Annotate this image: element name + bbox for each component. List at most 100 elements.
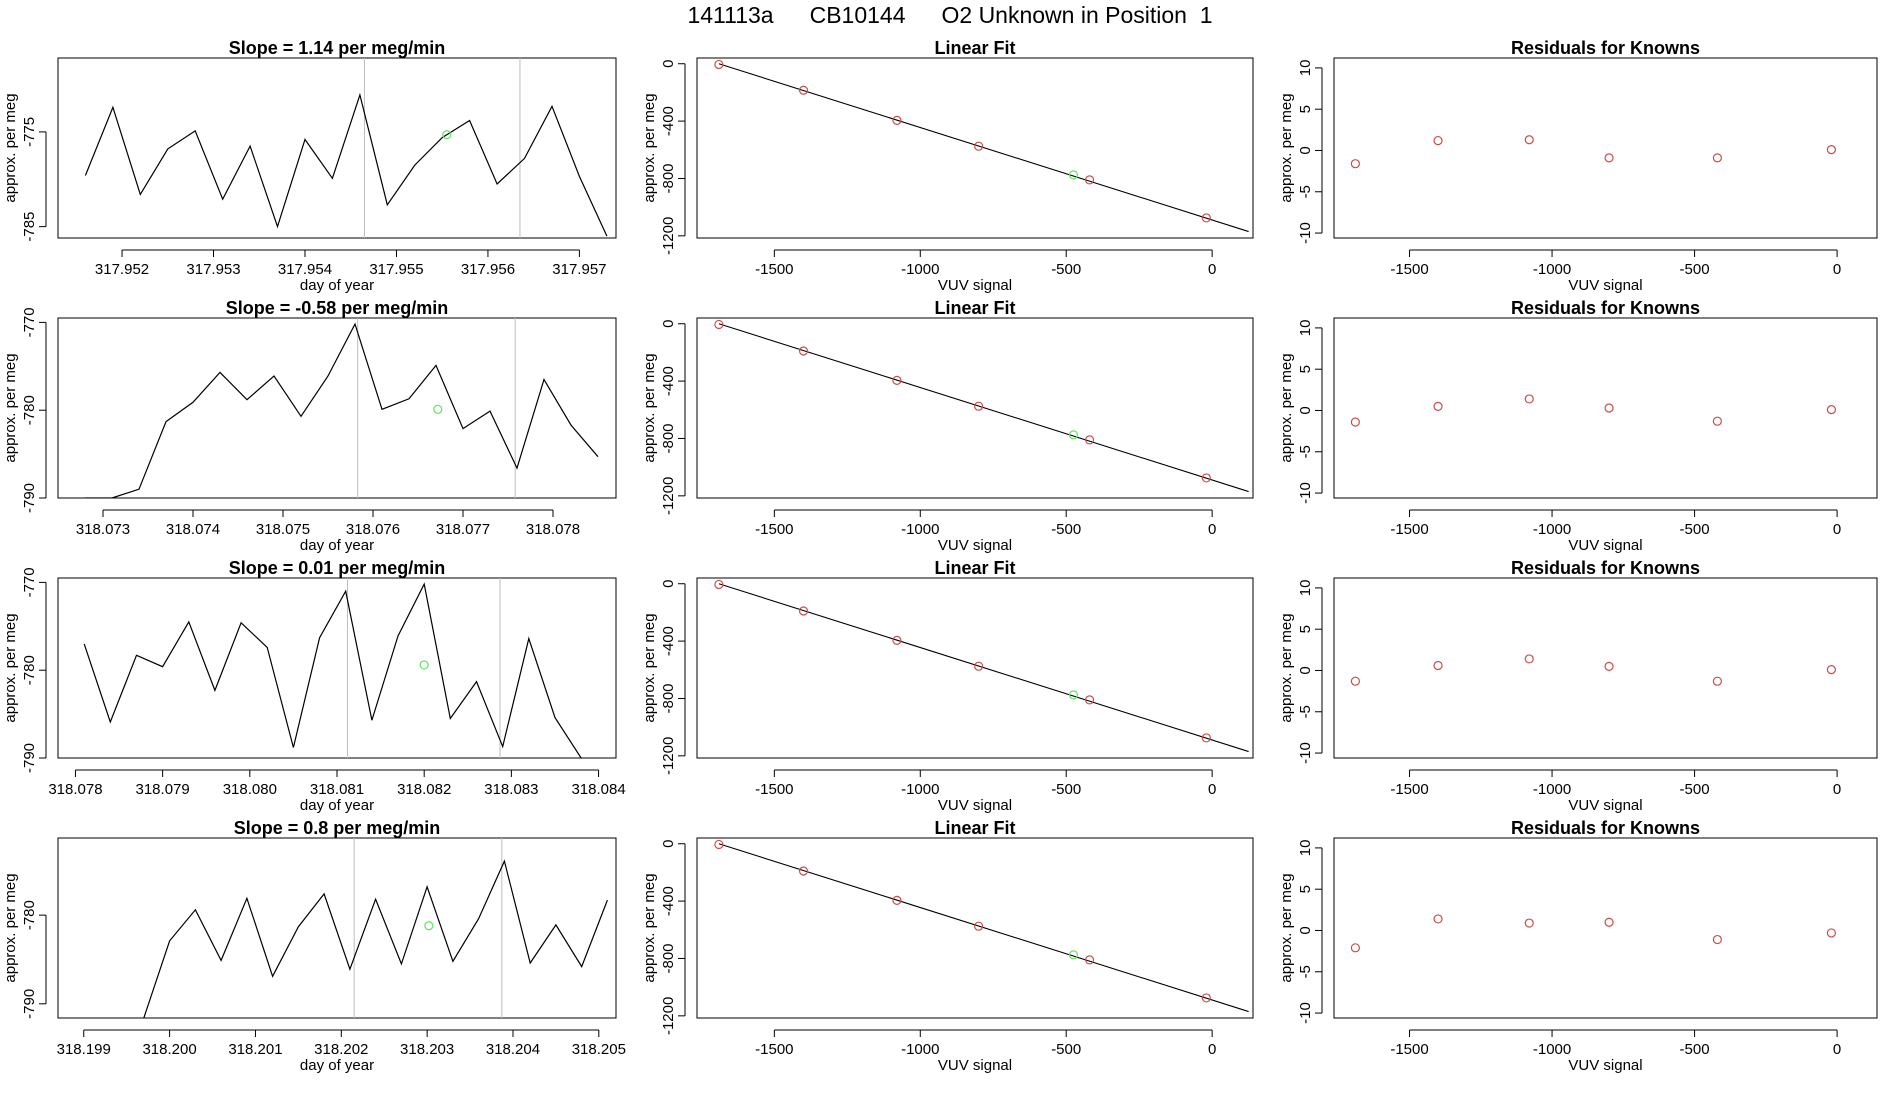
plot-frame	[57, 317, 617, 499]
chart-title: Slope = 0.8 per meg/min	[234, 818, 441, 838]
x-tick-label: -1500	[1390, 1041, 1428, 1058]
x-tick-label: 318.205	[572, 1041, 626, 1058]
y-tick-label: 10	[1297, 840, 1314, 857]
y-tick-label: -800	[660, 943, 677, 973]
residual-point	[1524, 135, 1534, 145]
y-tick-label: 10	[1297, 60, 1314, 77]
x-tick-label: 318.201	[228, 1041, 282, 1058]
plot-area	[1350, 914, 1836, 953]
known-point	[1201, 993, 1211, 1003]
y-tick-label: -1200	[660, 477, 677, 515]
y-tick-label: 5	[1297, 105, 1314, 113]
residual-point	[1350, 676, 1360, 686]
fit-line	[718, 323, 1249, 493]
run-id: 141113a	[687, 2, 774, 28]
plot-frame	[696, 837, 1254, 1019]
x-axis-label: day of year	[300, 1057, 374, 1074]
known-point	[1201, 473, 1211, 483]
plot-frame	[1333, 57, 1878, 239]
y-tick-label: -1200	[660, 217, 677, 255]
x-tick-label: 317.952	[95, 261, 149, 278]
known-point	[1084, 175, 1095, 185]
x-tick-label: -1000	[901, 521, 939, 538]
y-tick-label: -800	[660, 423, 677, 453]
residual-point	[1826, 665, 1836, 675]
y-tick-label: -800	[660, 683, 677, 713]
y-tick-label: -1200	[660, 737, 677, 775]
x-tick-label: 317.955	[369, 261, 423, 278]
x-tick-label: -500	[1051, 261, 1081, 278]
y-tick-label: 0	[660, 320, 677, 328]
y-axis-label: approx. per meg	[2, 873, 19, 982]
x-tick-label: 0	[1833, 781, 1841, 798]
x-tick-label: 318.203	[400, 1041, 454, 1058]
plot-area	[714, 319, 1249, 493]
known-point	[798, 346, 809, 356]
chart-title: Linear Fit	[934, 38, 1015, 58]
y-tick-label: -5	[1297, 705, 1314, 718]
plot-frame	[1333, 577, 1878, 759]
known-point	[798, 606, 809, 616]
x-tick-label: -1500	[755, 261, 793, 278]
y-tick-label: -780	[21, 900, 38, 930]
panel-r3-linear-fit: Linear Fit -1500 -1000 -500 0 VUV signal 0 -400…	[641, 558, 1254, 814]
panel-r1-time-series: Slope = 1.14 per meg/min 317.952 317.953 31…	[2, 38, 617, 294]
x-tick-label: 318.077	[436, 521, 490, 538]
residual-point	[1712, 934, 1722, 945]
unknown-point	[1068, 690, 1079, 700]
x-tick-label: -1000	[1533, 521, 1571, 538]
known-point	[1084, 435, 1095, 445]
chart-title: Slope = 1.14 per meg/min	[229, 38, 446, 58]
x-tick-label: -1000	[901, 261, 939, 278]
y-tick-label: -5	[1297, 445, 1314, 458]
y-tick-label: -790	[21, 989, 38, 1019]
panel-r3-residuals: Residuals for Knowns -1500 -1000 -500 0 VUV s…	[1278, 558, 1878, 814]
y-tick-label: -790	[21, 743, 38, 773]
residual-point	[1826, 145, 1836, 155]
y-tick-label: 10	[1297, 320, 1314, 337]
y-axis-label: approx. per meg	[1278, 873, 1295, 982]
x-tick-label: 318.199	[57, 1041, 111, 1058]
x-tick-label: -500	[1680, 781, 1710, 798]
x-axis-label: day of year	[300, 537, 374, 554]
residual-point	[1433, 914, 1443, 924]
x-tick-label: -1000	[901, 1041, 939, 1058]
x-tick-label: 0	[1833, 261, 1841, 278]
x-tick-label: -1000	[1533, 1041, 1571, 1058]
plot-area	[714, 839, 1249, 1013]
y-tick-label: -10	[1297, 742, 1314, 764]
unknown-point	[424, 921, 434, 931]
y-tick-label: 5	[1297, 625, 1314, 633]
chart-title: Residuals for Knowns	[1511, 818, 1700, 838]
x-tick-label: 0	[1833, 1041, 1841, 1058]
known-point	[1201, 733, 1211, 743]
plot-area	[1350, 654, 1836, 686]
panel-r4-residuals: Residuals for Knowns -1500 -1000 -500 0 VUV s…	[1278, 818, 1878, 1074]
plot-area	[85, 318, 599, 498]
residual-point	[1712, 676, 1722, 686]
x-axis-label: VUV signal	[938, 1057, 1012, 1074]
y-tick-label: -5	[1297, 965, 1314, 978]
x-tick-label: 318.080	[223, 781, 277, 798]
y-tick-label: -5	[1297, 185, 1314, 198]
panel-r1-linear-fit: Linear Fit -1500 -1000 -500 0 VUV signal 0 -400…	[641, 38, 1254, 294]
y-tick-label: 0	[660, 60, 677, 68]
x-tick-label: -1000	[1533, 781, 1571, 798]
unknown-point	[419, 660, 429, 670]
plot-frame	[1333, 317, 1878, 499]
y-tick-label: 0	[660, 840, 677, 848]
x-tick-label: 0	[1833, 521, 1841, 538]
x-tick-label: 318.078	[48, 781, 102, 798]
residual-point	[1604, 917, 1614, 927]
y-tick-label: -780	[21, 655, 38, 685]
x-tick-label: -1500	[755, 1041, 793, 1058]
series-line	[83, 582, 582, 758]
y-tick-label: 5	[1297, 885, 1314, 893]
x-tick-label: 318.082	[397, 781, 451, 798]
y-axis-label: approx. per meg	[1278, 613, 1295, 722]
x-tick-label: -1500	[755, 521, 793, 538]
y-axis-label: approx. per meg	[641, 873, 658, 982]
x-tick-label: 318.083	[484, 781, 538, 798]
y-axis-label: approx. per meg	[641, 613, 658, 722]
x-tick-label: -500	[1051, 521, 1081, 538]
